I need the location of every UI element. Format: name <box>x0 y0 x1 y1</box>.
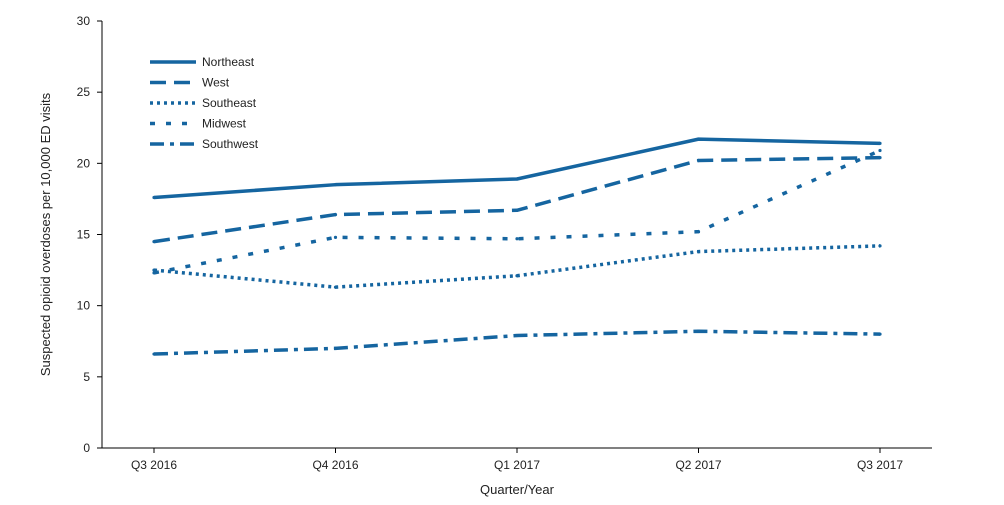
data-point <box>333 183 338 187</box>
series-line-southeast <box>153 244 881 289</box>
legend-label: Midwest <box>202 117 247 131</box>
series-group <box>152 137 882 356</box>
data-point <box>152 352 156 356</box>
data-point <box>696 249 701 254</box>
data-point <box>515 177 519 181</box>
data-point <box>878 148 882 153</box>
data-point <box>152 271 156 275</box>
data-point <box>878 156 882 160</box>
data-point <box>515 274 519 278</box>
y-tick-label: 30 <box>77 14 91 28</box>
x-tick-label: Q4 2016 <box>312 458 358 472</box>
data-point <box>696 329 701 333</box>
series-southeast <box>152 244 882 289</box>
y-tick-label: 25 <box>77 85 91 99</box>
legend-label: Southeast <box>202 96 257 110</box>
data-point <box>515 208 519 212</box>
y-tick-label: 0 <box>83 441 90 455</box>
legend-item-southeast: Southeast <box>150 96 257 110</box>
data-point <box>515 333 519 338</box>
x-tick-label: Q3 2017 <box>857 458 903 472</box>
y-axis-title: Suspected opioid overdoses per 10,000 ED… <box>38 92 53 376</box>
y-tick-label: 10 <box>77 299 91 313</box>
y-tick-label: 20 <box>77 156 91 170</box>
data-point <box>878 332 882 336</box>
data-point <box>696 230 701 234</box>
legend-label: West <box>202 76 230 90</box>
series-northeast <box>152 137 882 200</box>
data-point <box>333 235 338 239</box>
data-point <box>696 137 701 141</box>
data-point <box>333 212 338 217</box>
data-point <box>152 268 156 272</box>
data-point <box>333 346 338 350</box>
x-tick-label: Q3 2016 <box>131 458 177 472</box>
legend-item-west: West <box>150 76 230 90</box>
legend-label: Southwest <box>202 137 259 151</box>
data-point <box>878 141 882 146</box>
data-point <box>878 244 882 248</box>
legend-item-midwest: Midwest <box>150 117 247 131</box>
legend: Northeast West Southeast Midwest Southwest <box>150 55 259 151</box>
axes-group: 0 5 10 15 20 25 30 Q3 2016 Q4 2016 Q1 2017 Q2 2017… <box>77 14 932 472</box>
x-axis-title: Quarter/Year <box>480 482 555 497</box>
y-tick-label: 5 <box>83 370 90 384</box>
data-point <box>333 285 338 289</box>
y-tick-label: 15 <box>77 228 91 242</box>
data-point <box>696 158 701 163</box>
series-line-northeast <box>153 137 881 200</box>
legend-item-southwest: Southwest <box>150 137 259 151</box>
data-point <box>515 237 519 241</box>
data-point <box>152 240 156 244</box>
legend-label: Northeast <box>202 55 255 69</box>
x-tick-label: Q2 2017 <box>675 458 721 472</box>
x-tick-label: Q1 2017 <box>494 458 540 472</box>
data-point <box>152 195 156 200</box>
series-southwest <box>152 329 882 356</box>
series-midwest <box>152 148 882 275</box>
legend-item-northeast: Northeast <box>150 55 255 69</box>
series-west <box>152 155 882 244</box>
